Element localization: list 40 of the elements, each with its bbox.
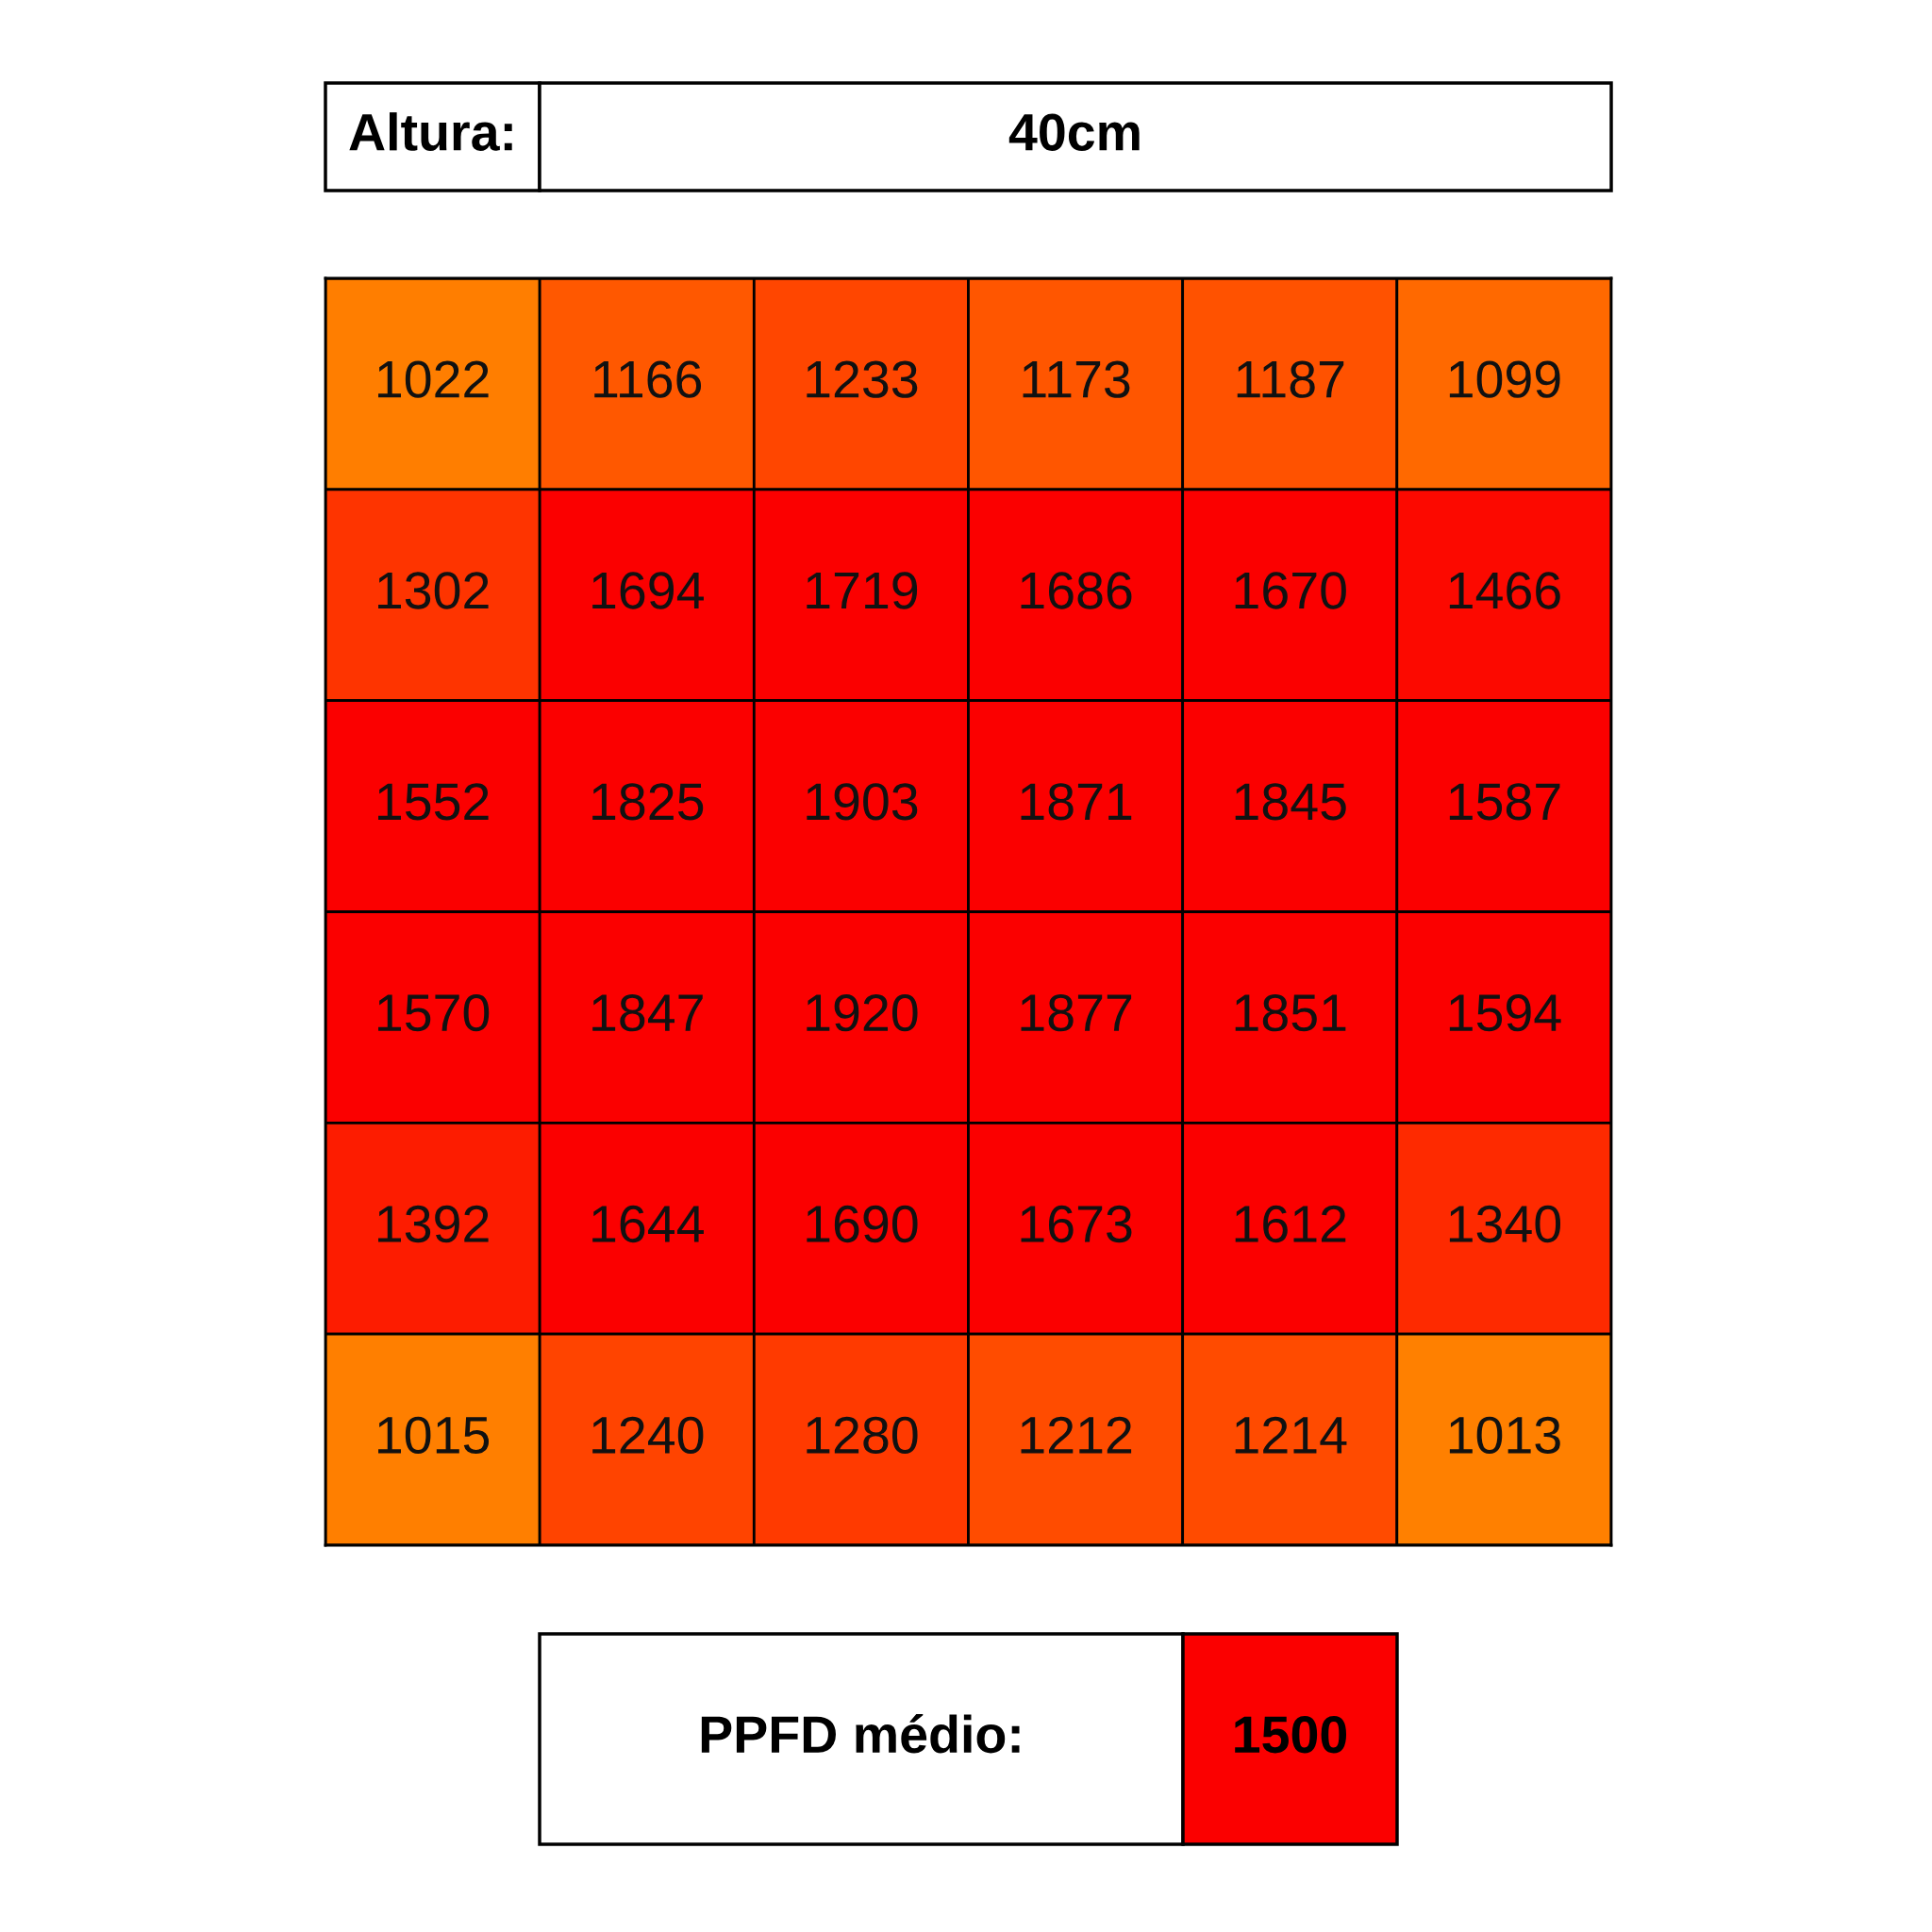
data-label: 1187 [1237,360,1344,398]
data-label: 1825 [592,783,704,821]
data-label: 1392 [378,1205,489,1243]
data-label: 1022 [378,360,489,398]
data-label: 1240 [592,1416,704,1454]
data-label: 1340 [1449,1205,1561,1243]
data-label: 1214 [1235,1416,1347,1454]
data-label: 1013 [1449,1416,1560,1454]
data-label: 1612 [1235,1205,1346,1243]
data-label: 1302 [378,572,489,609]
data-label: 1644 [592,1205,704,1243]
data-label: 1570 [378,993,490,1032]
data-label: 1212 [1021,1416,1132,1454]
data-label: 1552 [378,783,489,821]
text: Altura: [349,112,512,151]
data-label: 1686 [1021,572,1132,609]
data-label: 1877 [1021,993,1132,1032]
data-label: 1719 [807,572,918,609]
data-label: 1280 [807,1416,918,1454]
data-label: 1173 [1023,360,1130,398]
data-label: 1920 [807,993,918,1032]
data-label: 1670 [1235,572,1346,609]
text: PPFD médio: [701,1714,1020,1754]
data-label: 1594 [1449,993,1561,1032]
data-label: 1690 [807,1205,918,1243]
text: 40cm [1008,113,1140,151]
data-label: 1903 [807,783,918,821]
data-label: 1851 [1235,993,1346,1032]
data-label: 1099 [1449,360,1560,398]
data-label: 1015 [378,1416,490,1454]
data-label: 1847 [592,993,703,1032]
data-label: 1587 [1449,783,1560,821]
data-label: 1871 [1021,783,1132,821]
data-label: 1466 [1449,572,1560,609]
data-label: 1845 [1235,783,1346,821]
text: 1500 [1235,1716,1347,1754]
data-label: 1694 [592,572,704,609]
data-label: 1166 [594,360,702,398]
data-label: 1233 [807,360,918,398]
data-label: 1673 [1021,1205,1132,1243]
